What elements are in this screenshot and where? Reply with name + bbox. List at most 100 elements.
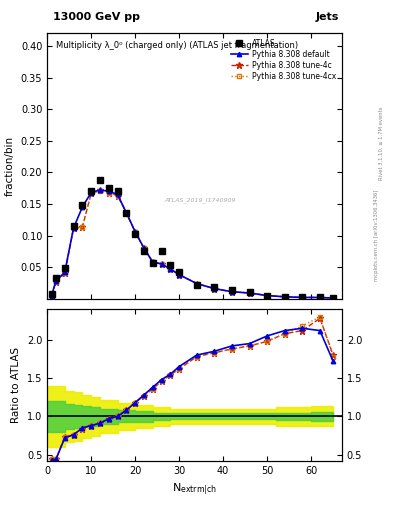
Pythia 8.308 tune-4c [168, 266, 173, 272]
Pythia 8.308 tune-4cx [124, 210, 129, 216]
Pythia 8.308 default [300, 294, 305, 301]
Text: 13000 GeV pp: 13000 GeV pp [53, 11, 140, 22]
Line: Pythia 8.308 tune-4cx: Pythia 8.308 tune-4cx [50, 189, 335, 301]
Pythia 8.308 default [53, 278, 58, 284]
Pythia 8.308 tune-4cx [49, 292, 54, 298]
Pythia 8.308 tune-4cx [62, 270, 67, 276]
Text: ATLAS_2019_I1740909: ATLAS_2019_I1740909 [165, 198, 236, 203]
Pythia 8.308 tune-4c [97, 187, 102, 193]
Pythia 8.308 tune-4cx [300, 294, 305, 301]
Pythia 8.308 default [177, 272, 182, 278]
ATLAS [62, 265, 67, 271]
Pythia 8.308 default [159, 261, 164, 267]
Pythia 8.308 default [318, 294, 322, 301]
Line: ATLAS: ATLAS [49, 177, 336, 301]
Pythia 8.308 tune-4cx [71, 225, 76, 231]
Pythia 8.308 tune-4cx [247, 290, 252, 296]
Pythia 8.308 default [115, 191, 120, 198]
Pythia 8.308 tune-4c [71, 225, 76, 231]
ATLAS [107, 185, 111, 191]
Pythia 8.308 tune-4c [62, 270, 67, 276]
Text: mcplots.cern.ch [arXiv:1306.3436]: mcplots.cern.ch [arXiv:1306.3436] [374, 190, 379, 281]
Pythia 8.308 default [133, 229, 138, 235]
ATLAS [49, 291, 54, 297]
ATLAS [331, 295, 336, 301]
Pythia 8.308 tune-4c [141, 245, 146, 251]
Pythia 8.308 default [230, 289, 234, 295]
Pythia 8.308 default [331, 295, 336, 301]
Pythia 8.308 tune-4c [318, 294, 322, 301]
Pythia 8.308 default [282, 294, 287, 300]
Pythia 8.308 default [141, 245, 146, 251]
Pythia 8.308 tune-4cx [53, 279, 58, 285]
ATLAS [71, 223, 76, 229]
Pythia 8.308 tune-4c [80, 224, 85, 230]
ATLAS [89, 188, 94, 195]
Pythia 8.308 tune-4cx [230, 289, 234, 295]
Pythia 8.308 tune-4cx [331, 295, 336, 301]
Pythia 8.308 tune-4c [133, 229, 138, 235]
Pythia 8.308 default [195, 281, 199, 287]
ATLAS [168, 262, 173, 268]
ATLAS [80, 202, 85, 208]
ATLAS [318, 294, 322, 301]
Pythia 8.308 default [265, 292, 270, 298]
Pythia 8.308 default [80, 204, 85, 210]
ATLAS [151, 260, 155, 266]
Pythia 8.308 tune-4c [177, 272, 182, 278]
Pythia 8.308 tune-4c [331, 295, 336, 301]
Text: Multiplicity λ_0⁰ (charged only) (ATLAS jet fragmentation): Multiplicity λ_0⁰ (charged only) (ATLAS … [56, 41, 298, 50]
Pythia 8.308 tune-4cx [195, 281, 199, 287]
ATLAS [265, 292, 270, 298]
Pythia 8.308 tune-4c [53, 279, 58, 285]
Pythia 8.308 tune-4cx [212, 286, 217, 292]
Pythia 8.308 tune-4cx [265, 292, 270, 298]
ATLAS [300, 294, 305, 301]
Pythia 8.308 tune-4cx [133, 229, 138, 235]
Pythia 8.308 tune-4cx [159, 261, 164, 267]
Pythia 8.308 default [49, 292, 54, 298]
Pythia 8.308 tune-4cx [97, 188, 102, 195]
Pythia 8.308 tune-4cx [141, 245, 146, 251]
ATLAS [212, 284, 217, 290]
Pythia 8.308 default [151, 259, 155, 265]
Pythia 8.308 tune-4c [107, 189, 111, 196]
ATLAS [141, 248, 146, 254]
Pythia 8.308 default [71, 225, 76, 231]
ATLAS [177, 269, 182, 275]
Pythia 8.308 tune-4c [159, 261, 164, 267]
ATLAS [159, 248, 164, 254]
ATLAS [124, 210, 129, 217]
Pythia 8.308 tune-4cx [168, 266, 173, 272]
Y-axis label: fraction/bin: fraction/bin [5, 136, 15, 196]
Pythia 8.308 tune-4c [89, 190, 94, 196]
ATLAS [195, 282, 199, 288]
Pythia 8.308 tune-4c [212, 286, 217, 292]
ATLAS [97, 177, 102, 183]
Pythia 8.308 tune-4c [124, 210, 129, 216]
Pythia 8.308 tune-4c [115, 193, 120, 199]
Pythia 8.308 default [97, 187, 102, 193]
Pythia 8.308 tune-4cx [115, 193, 120, 199]
Pythia 8.308 tune-4c [195, 281, 199, 287]
X-axis label: N$_{\mathregular{extrm|ch}}$: N$_{\mathregular{extrm|ch}}$ [172, 481, 217, 497]
Pythia 8.308 default [62, 269, 67, 275]
Pythia 8.308 tune-4cx [107, 189, 111, 196]
Y-axis label: Ratio to ATLAS: Ratio to ATLAS [11, 347, 21, 423]
Text: Jets: Jets [316, 11, 339, 22]
Pythia 8.308 default [89, 189, 94, 196]
Line: Pythia 8.308 default: Pythia 8.308 default [50, 188, 335, 301]
ATLAS [53, 275, 58, 281]
Pythia 8.308 tune-4cx [177, 272, 182, 278]
Pythia 8.308 tune-4cx [151, 259, 155, 265]
Pythia 8.308 tune-4cx [318, 294, 322, 301]
Pythia 8.308 default [212, 286, 217, 292]
ATLAS [230, 287, 234, 293]
Pythia 8.308 tune-4c [230, 289, 234, 295]
ATLAS [247, 289, 252, 295]
Pythia 8.308 default [124, 210, 129, 216]
Legend: ATLAS, Pythia 8.308 default, Pythia 8.308 tune-4c, Pythia 8.308 tune-4cx: ATLAS, Pythia 8.308 default, Pythia 8.30… [229, 37, 338, 83]
ATLAS [282, 294, 287, 300]
Pythia 8.308 tune-4c [247, 290, 252, 296]
Pythia 8.308 tune-4c [49, 292, 54, 298]
